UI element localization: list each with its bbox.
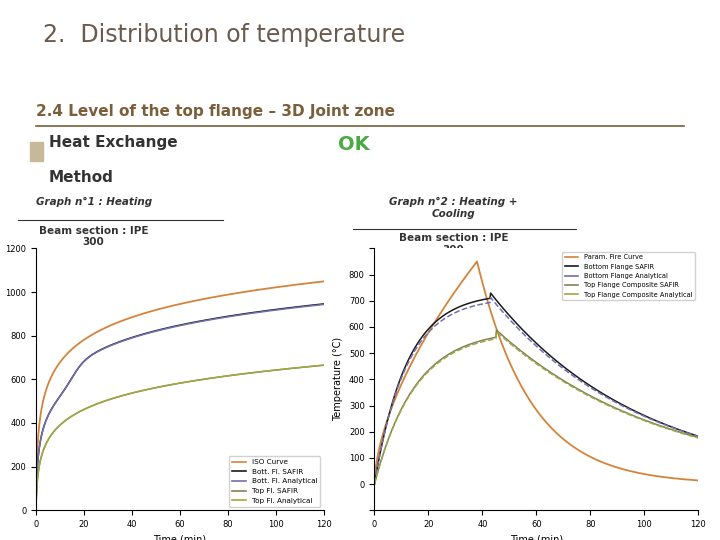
Text: Heat Exchange: Heat Exchange	[49, 135, 178, 150]
Y-axis label: Temperature (°C): Temperature (°C)	[333, 338, 343, 421]
Bar	[30, 141, 43, 161]
X-axis label: Time (min): Time (min)	[510, 535, 563, 540]
Text: OK: OK	[338, 135, 370, 154]
Text: Graph n°1 : Heating: Graph n°1 : Heating	[35, 197, 152, 207]
Text: 2.4 Level of the top flange – 3D Joint zone: 2.4 Level of the top flange – 3D Joint z…	[36, 104, 395, 119]
Text: Method: Method	[49, 170, 114, 185]
X-axis label: Time (min): Time (min)	[153, 535, 207, 540]
Text: Beam section : IPE
300: Beam section : IPE 300	[39, 226, 148, 247]
Text: 2.  Distribution of temperature: 2. Distribution of temperature	[43, 23, 405, 47]
Legend: Param. Fire Curve, Bottom Flange SAFIR, Bottom Flange Analytical, Top Flange Com: Param. Fire Curve, Bottom Flange SAFIR, …	[562, 252, 695, 300]
Text: Graph n°2 : Heating +
Cooling: Graph n°2 : Heating + Cooling	[390, 197, 518, 219]
Text: Beam section : IPE
300: Beam section : IPE 300	[399, 233, 508, 255]
Legend: ISO Curve, Bott. Fl. SAFIR, Bott. Fl. Analytical, Top Fl. SAFIR, Top Fl. Analyti: ISO Curve, Bott. Fl. SAFIR, Bott. Fl. An…	[229, 456, 320, 507]
Text: 27: 27	[13, 84, 30, 97]
